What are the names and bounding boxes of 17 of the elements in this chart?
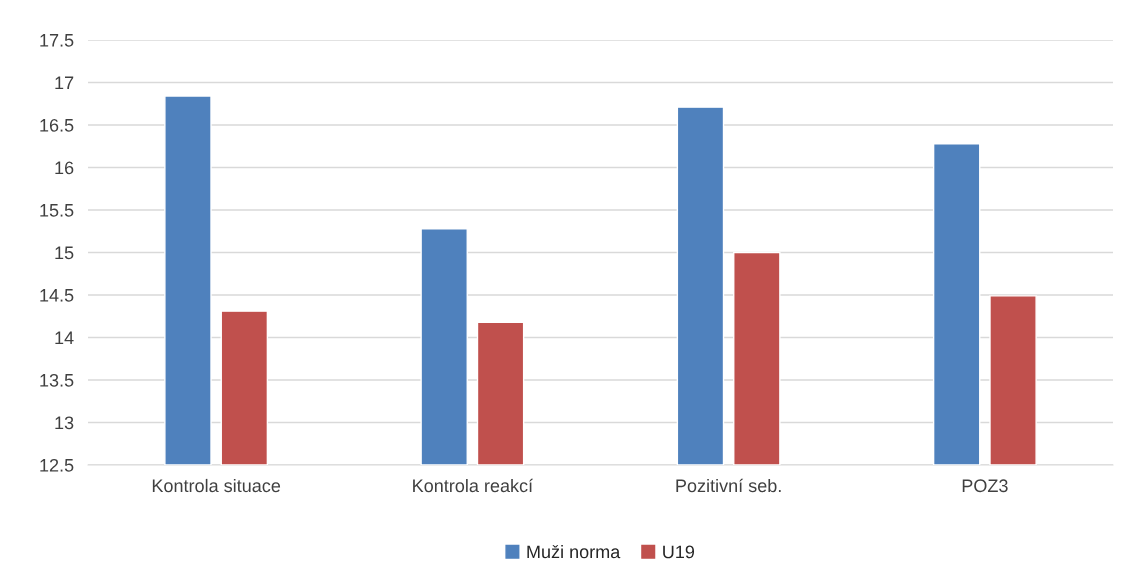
y-tick-label: 15.5 (40, 204, 74, 217)
y-tick-label: 14 (55, 331, 74, 345)
legend-label: U19 (663, 545, 695, 559)
y-tick-label: 13 (55, 416, 74, 430)
x-tick-label: POZ3 (962, 479, 1008, 493)
y-tick-label: 16 (55, 161, 74, 175)
y-tick-label: 17 (55, 76, 74, 90)
y-tick-label: 16.5 (40, 118, 74, 132)
legend-label: Muži norma (527, 544, 621, 559)
y-tick-label: 13.5 (40, 373, 74, 387)
y-tick-label: 17.5 (40, 34, 74, 47)
y-tick-label: 14.5 (40, 289, 74, 302)
y-tick-label: 15 (55, 246, 74, 260)
y-tick-label: 12.5 (40, 458, 74, 472)
x-tick-label: Kontrola reakcí (413, 478, 534, 493)
x-tick-label: Pozitivní seb. (676, 478, 781, 493)
x-tick-label: Kontrola situace (152, 478, 281, 493)
